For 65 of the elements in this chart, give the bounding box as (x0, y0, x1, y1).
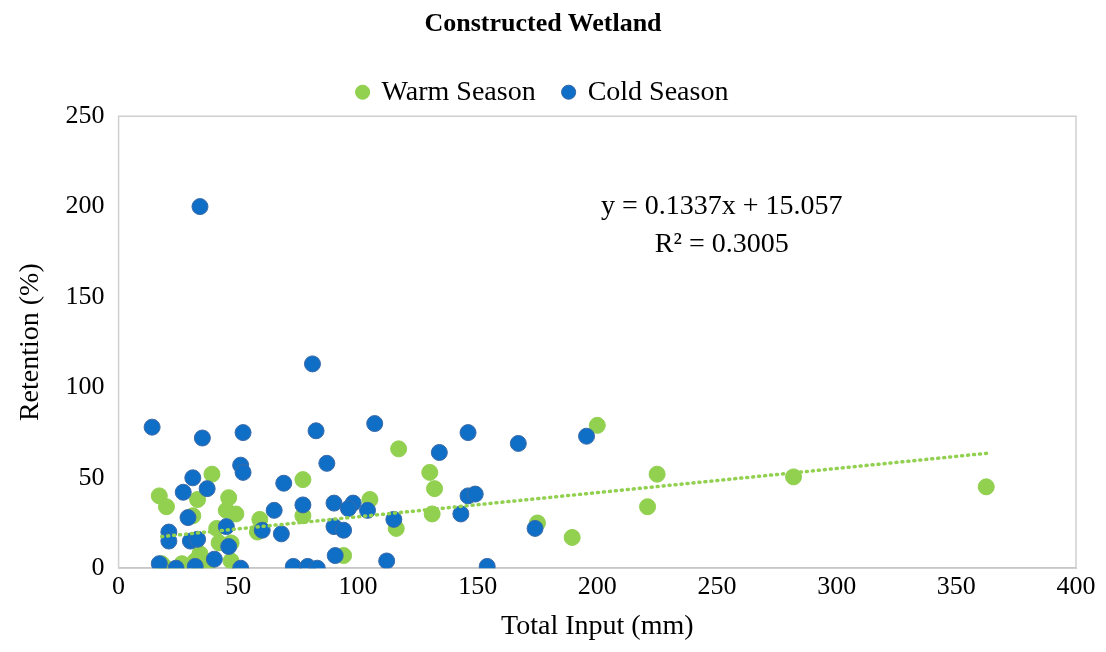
point (335, 521, 353, 539)
x-tick-label: 400 (1056, 570, 1096, 600)
x-tick-label: 150 (458, 570, 498, 600)
point (179, 509, 197, 527)
point (459, 424, 477, 442)
point (184, 469, 202, 487)
point (578, 427, 596, 445)
x-tick-label: 350 (936, 570, 976, 600)
point (325, 494, 343, 512)
point (303, 355, 321, 373)
point (307, 422, 325, 440)
y-tick-label: 50 (78, 461, 105, 491)
y-tick-label: 150 (65, 280, 105, 310)
point (563, 528, 581, 546)
point (265, 501, 283, 519)
point (588, 416, 606, 434)
point (326, 547, 344, 565)
point (421, 463, 439, 481)
annotation: R² = 0.3005 (654, 226, 789, 258)
chart-title: Constructed Wetland (424, 8, 663, 38)
point (189, 491, 207, 508)
point (294, 471, 312, 489)
point (234, 463, 252, 481)
point (275, 474, 293, 492)
y-tick-label: 200 (65, 190, 105, 220)
point (234, 424, 252, 442)
point (143, 418, 161, 436)
point (198, 480, 216, 498)
point (639, 498, 657, 516)
y-tick-label: 100 (65, 371, 105, 401)
point (426, 480, 444, 498)
y-axis-title: Retention (%) (13, 263, 45, 422)
legend-label: Cold Season (587, 74, 729, 106)
point (452, 505, 470, 523)
x-tick-label: 50 (225, 570, 252, 600)
point (378, 552, 396, 569)
point (509, 434, 527, 452)
point (466, 485, 484, 503)
point (220, 538, 238, 555)
x-tick-label: 0 (112, 570, 126, 600)
point (977, 478, 995, 496)
point (217, 501, 235, 519)
x-tick-label: 200 (577, 570, 617, 600)
point (174, 483, 192, 501)
point (191, 198, 209, 216)
point (203, 465, 221, 483)
point (366, 415, 384, 433)
x-tick-label: 300 (817, 570, 857, 600)
point (294, 496, 312, 514)
x-axis-title: Total Input (mm) (501, 608, 694, 640)
point (318, 454, 336, 472)
point (526, 519, 544, 537)
point (648, 465, 666, 483)
point (430, 443, 448, 461)
annotation: y = 0.1337x + 15.057 (600, 188, 843, 220)
y-tick-label: 250 (65, 100, 105, 130)
point (272, 525, 290, 543)
legend-label: Warm Season (381, 74, 536, 106)
point (193, 429, 211, 447)
x-tick-label: 250 (697, 570, 737, 600)
point (205, 550, 223, 568)
point (157, 498, 175, 516)
point (390, 440, 408, 458)
x-tick-label: 100 (338, 570, 378, 600)
point (339, 500, 357, 518)
